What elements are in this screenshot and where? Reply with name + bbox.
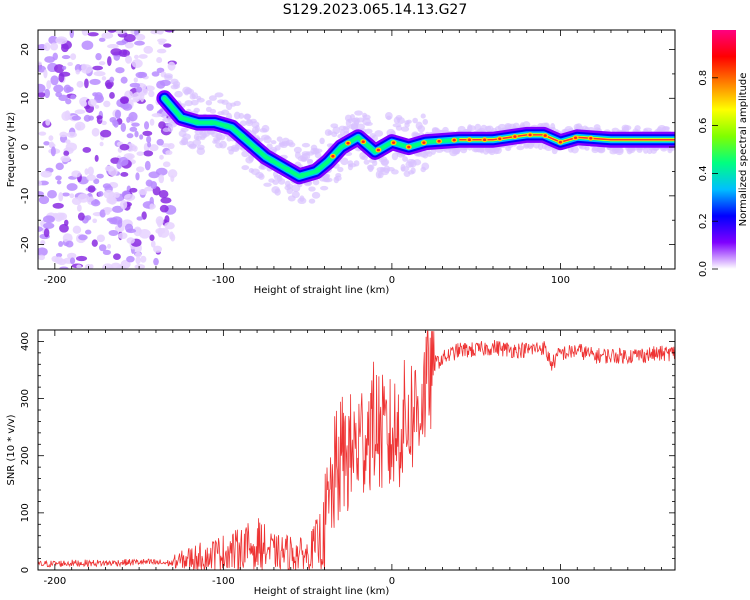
top-y-tick-label: -10: [20, 188, 31, 204]
ridge-hotspot: [238, 133, 245, 139]
colorbar-tick-label: 0.2: [698, 213, 709, 229]
top-y-axis-label: Frequency (Hz): [6, 112, 17, 188]
colorbar: 0.0 0.2 0.4 0.6 0.8 Normalized spectral ampli…: [698, 30, 749, 277]
top-x-tick-label: 0: [389, 275, 395, 286]
top-x-tick-label: 100: [551, 275, 570, 286]
bot-plot-frame: [37, 329, 676, 571]
bot-y-tick-label: 300: [20, 389, 31, 408]
snr-panel: -200 -100 0 100 0 100 200 300 400 Height of strai…: [6, 329, 676, 597]
ridge-hotspot: [193, 119, 200, 125]
bot-x-tick-label: -100: [212, 576, 235, 587]
colorbar-gradient: [712, 30, 736, 269]
top-plot-frame: [37, 29, 676, 270]
bot-y-tick-label: 400: [20, 332, 31, 351]
ridge-hotspot: [223, 123, 230, 129]
bot-x-tick-label: -200: [44, 576, 67, 587]
ridge-hotspot: [254, 147, 261, 152]
ridge-hotspot: [178, 115, 185, 121]
ridge-hotspot: [269, 158, 276, 164]
top-y-tick-label: 0: [20, 144, 31, 150]
ridge-hotspot: [208, 120, 215, 126]
bot-y-axis-label: SNR (10 * v/v): [6, 414, 17, 485]
ridge-hotspot: [314, 167, 321, 173]
bot-y-tick-label: 200: [20, 446, 31, 465]
bot-x-axis-label: Height of straight line (km): [254, 586, 390, 597]
colorbar-tick-label: 0.8: [698, 70, 709, 86]
colorbar-tick-label: 0.6: [698, 118, 709, 134]
colorbar-label: Normalized spectral amplitude: [738, 73, 749, 227]
top-y-tick-label: -20: [20, 236, 31, 252]
snr-series-line: [38, 330, 675, 570]
bot-x-tick-label: 0: [389, 576, 395, 587]
colorbar-tick-label: 0.4: [698, 165, 709, 181]
spectrogram-image: [38, 30, 675, 269]
figure-title: S129.2023.065.14.13.G27: [282, 2, 468, 18]
ridge-hotspot: [299, 172, 306, 178]
top-y-tick-label: 10: [20, 92, 31, 105]
ridge-hotspot: [284, 166, 291, 172]
bot-y-tick-label: 100: [20, 503, 31, 522]
bot-x-tick-label: 100: [551, 576, 570, 587]
top-x-tick-label: -100: [212, 275, 235, 286]
colorbar-tick-label: 0.0: [698, 261, 709, 277]
top-y-tick-label: 20: [20, 43, 31, 56]
top-x-axis-label: Height of straight line (km): [254, 285, 390, 296]
bot-y-tick-label: 0: [20, 567, 31, 573]
top-x-tick-label: -200: [44, 275, 67, 286]
